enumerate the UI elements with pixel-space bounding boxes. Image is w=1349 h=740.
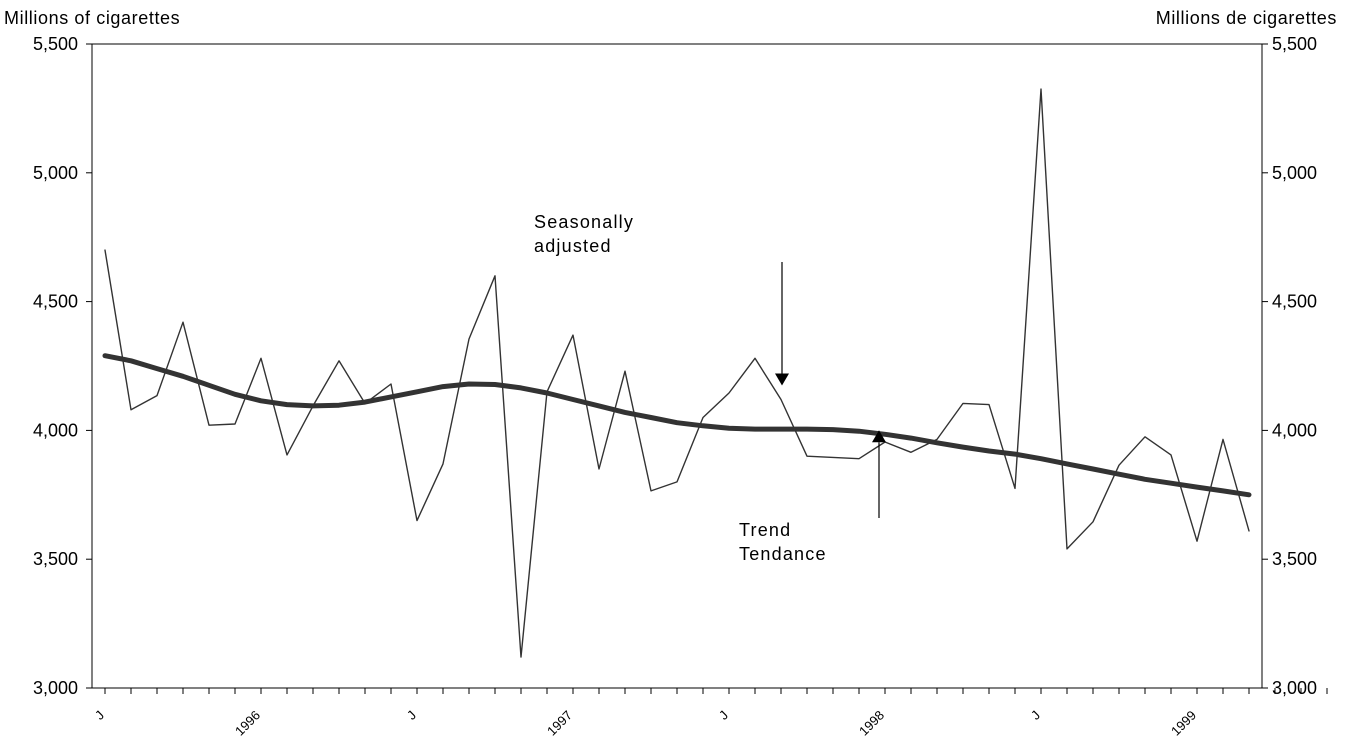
x-tick-label: J: [92, 708, 107, 723]
y-tick-label-right: 5,000: [1272, 163, 1317, 183]
x-tick-label: 1998: [856, 708, 887, 739]
annotation-arrowhead: [775, 373, 789, 386]
annotation-arrowhead: [872, 430, 886, 443]
y-tick-label-right: 4,000: [1272, 420, 1317, 440]
series-layer: [102, 88, 1252, 658]
y-tick-label-left: 3,000: [33, 678, 78, 698]
x-tick-label: J: [404, 708, 419, 723]
annotation-trend: Trend: [739, 520, 791, 540]
y-tick-label-left: 5,000: [33, 163, 78, 183]
y-tick-label-left: 4,500: [33, 292, 78, 312]
annotations: Seasonally adjusted Trend Tendance: [534, 212, 886, 564]
annotation-seasonally-adjusted: Seasonally: [534, 212, 634, 232]
y-tick-label-left: 3,500: [33, 549, 78, 569]
x-tick-label: J: [716, 708, 731, 723]
x-tick-label: J: [1028, 708, 1043, 723]
plot-frame: [91, 43, 1263, 689]
y-tick-label-left: 4,000: [33, 420, 78, 440]
y-axis-left: 3,000 3,500 4,000 4,500 5,000 5,500: [33, 34, 92, 698]
series-line-trend: [102, 353, 1252, 498]
x-tick-label: 1997: [544, 708, 575, 739]
y-axis-title-left: Millions of cigarettes: [4, 8, 181, 28]
x-tick-label: 1996: [232, 708, 263, 739]
annotation-seasonally-adjusted: adjusted: [534, 236, 612, 256]
y-axis-right: 3,000 3,500 4,000 4,500 5,000 5,500: [1262, 34, 1317, 698]
y-tick-label-right: 4,500: [1272, 292, 1317, 312]
y-tick-label-right: 3,500: [1272, 549, 1317, 569]
y-tick-label-right: 5,500: [1272, 34, 1317, 54]
x-tick-label: 1999: [1168, 708, 1199, 739]
y-tick-label-right: 3,000: [1272, 678, 1317, 698]
annotation-tendance: Tendance: [739, 544, 827, 564]
series-line-seasonally-adjusted: [104, 88, 1250, 658]
y-tick-label-left: 5,500: [33, 34, 78, 54]
y-axis-title-right: Millions de cigarettes: [1155, 8, 1337, 28]
